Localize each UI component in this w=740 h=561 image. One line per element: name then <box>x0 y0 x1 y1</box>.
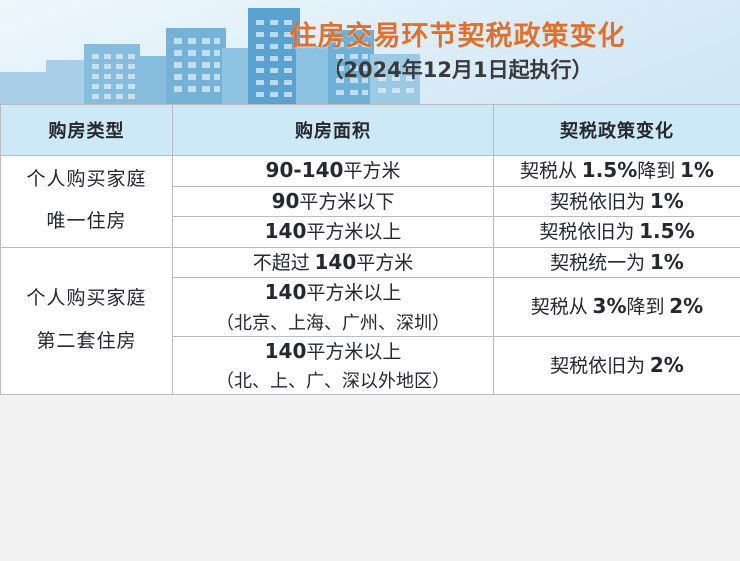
area-cell: 140平方米以上 （北、上、广、深以外地区） <box>172 335 494 396</box>
city-skyline-icon <box>0 8 420 104</box>
column-header-purchase-type: 购房类型 <box>0 104 173 156</box>
area-number: 90 <box>271 188 300 213</box>
area-unit: 平方米以上 <box>306 341 402 363</box>
area-unit: 平方米 <box>343 161 401 182</box>
table-row: 140平方米以上 契税依旧为 1.5% <box>1 216 740 248</box>
policy-cell: 契税从 3%降到 2% <box>493 277 740 337</box>
area-region-note: （北、上、广、深以外地区） <box>216 371 450 392</box>
table-row: 个人购买家庭 第二套住房 不超过 140平方米 契税统一为 1% <box>0 246 740 396</box>
area-unit: 平方米以下 <box>299 191 395 213</box>
area-region-note: （北京、上海、广州、深圳） <box>216 312 450 333</box>
area-number: 140 <box>264 338 307 363</box>
policy-rate-from: 1% <box>649 188 684 213</box>
area-cell: 90平方米以下 <box>172 185 494 218</box>
page-subtitle: （2024年12月1日起执行） <box>322 57 593 82</box>
group-label-first-home: 个人购买家庭 唯一住房 <box>0 155 173 248</box>
area-cell: 90-140平方米 <box>172 155 494 187</box>
area-number: 140 <box>264 280 307 305</box>
policy-prefix: 契税依旧为 <box>550 355 650 377</box>
policy-mid: 降到 <box>637 161 681 182</box>
table-row: 140平方米以上 （北京、上海、广州、深圳） 契税从 3%降到 2% <box>1 277 740 337</box>
policy-prefix: 契税统一为 <box>550 252 650 274</box>
table-header-row: 购房类型 购房面积 契税政策变化 <box>0 104 740 156</box>
table-row: 个人购买家庭 唯一住房 90-140平方米 契税从 1.5%降到 1% <box>0 155 740 248</box>
area-cell: 140平方米以上 <box>172 216 494 248</box>
column-header-purchase-area: 购房面积 <box>172 104 494 156</box>
policy-prefix: 契税从 <box>520 161 582 182</box>
policy-rate-from: 2% <box>649 352 684 377</box>
area-number: 140 <box>314 249 357 274</box>
policy-rate-from: 1% <box>649 249 684 274</box>
policy-table-wrapper: 购房类型 购房面积 契税政策变化 个人购买家庭 唯一住房 90-140平方米 <box>0 104 740 409</box>
policy-rate-from: 1.5% <box>581 158 638 182</box>
area-unit: 平方米 <box>356 252 414 274</box>
group-label-second-home: 个人购买家庭 第二套住房 <box>0 246 173 396</box>
area-cell: 140平方米以上 （北京、上海、广州、深圳） <box>172 277 494 337</box>
column-header-policy-change: 契税政策变化 <box>493 104 740 156</box>
group-label-line1: 个人购买家庭 <box>26 168 147 190</box>
table-row: 90平方米以下 契税依旧为 1% <box>1 185 740 218</box>
policy-rate-from: 1.5% <box>639 219 695 244</box>
policy-prefix: 契税从 <box>530 297 593 319</box>
table-row: 140平方米以上 （北、上、广、深以外地区） 契税依旧为 2% <box>1 335 740 396</box>
area-number: 140 <box>264 219 307 244</box>
group-label-line2: 唯一住房 <box>46 211 127 233</box>
policy-cell: 契税依旧为 1% <box>493 185 740 218</box>
policy-mid: 降到 <box>626 297 670 319</box>
policy-rate-to: 1% <box>680 158 714 182</box>
group-label-line2: 第二套住房 <box>36 331 137 353</box>
area-cell: 不超过 140平方米 <box>172 246 494 279</box>
area-prefix: 不超过 <box>252 252 315 274</box>
deed-tax-policy-table: 购房类型 购房面积 契税政策变化 个人购买家庭 唯一住房 90-140平方米 <box>0 104 740 396</box>
policy-rate-to: 2% <box>669 294 704 319</box>
group-label-line1: 个人购买家庭 <box>26 288 147 310</box>
policy-cell: 契税统一为 1% <box>493 246 740 279</box>
bottom-strip <box>0 395 740 409</box>
policy-cell: 契税依旧为 2% <box>493 335 740 396</box>
banner-text-block: 住房交易环节契税政策变化 （2024年12月1日起执行） <box>175 0 740 104</box>
policy-cell: 契税依旧为 1.5% <box>493 216 740 248</box>
area-unit: 平方米以上 <box>306 283 402 305</box>
policy-cell: 契税从 1.5%降到 1% <box>493 155 740 187</box>
policy-rate-from: 3% <box>592 294 627 319</box>
page-title: 住房交易环节契税政策变化 <box>289 21 626 53</box>
policy-prefix: 契税依旧为 <box>550 191 650 213</box>
policy-prefix: 契税依旧为 <box>539 222 640 244</box>
area-number: 90-140 <box>265 158 344 182</box>
header-banner: 住房交易环节契税政策变化 （2024年12月1日起执行） <box>0 0 740 104</box>
area-unit: 平方米以上 <box>306 222 402 244</box>
